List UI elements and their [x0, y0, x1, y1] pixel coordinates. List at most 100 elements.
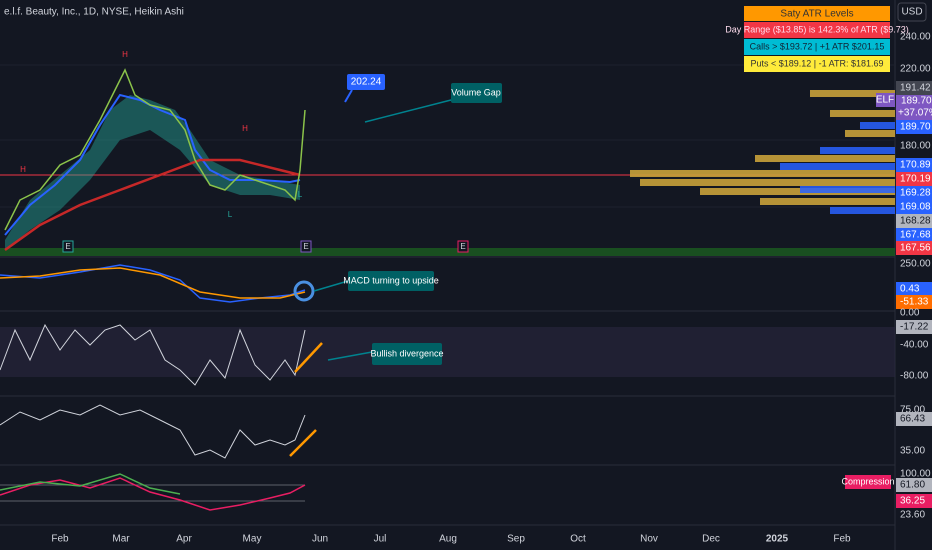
- currency-button[interactable]: [897, 2, 927, 22]
- earnings-marker: E: [303, 242, 308, 251]
- axis-label: 36.25: [900, 496, 925, 507]
- moving-average: [4, 93, 301, 236]
- axis-label: -17.22: [900, 322, 929, 333]
- divergence-line: [294, 342, 323, 373]
- axis-label: 170.89: [900, 160, 931, 171]
- time-label: Jul: [374, 534, 387, 545]
- pivot-label: H: [242, 124, 248, 133]
- axis-label: 35.00: [900, 446, 925, 457]
- axis-label-bg: [896, 478, 932, 492]
- slow-average: [4, 158, 301, 252]
- axis-label: -80.00: [900, 371, 929, 382]
- axis-label: 66.43: [900, 414, 925, 425]
- axis-label-bg: [896, 282, 932, 296]
- time-label: Feb: [51, 534, 69, 545]
- earnings-marker: E: [460, 242, 465, 251]
- axis-label: 168.28: [900, 216, 931, 227]
- time-label: Mar: [112, 534, 130, 545]
- axis-label: 250.00: [900, 259, 931, 270]
- axis-label: 191.42: [900, 83, 931, 94]
- compression-bg: [845, 475, 891, 489]
- last-price: 189.70: [901, 96, 932, 107]
- highlight-circle: [293, 280, 315, 302]
- axis-label-bg: [896, 241, 932, 255]
- divergence-line: [289, 429, 317, 457]
- symbol-tag: ELF: [876, 95, 894, 106]
- axis-label: -40.00: [900, 340, 929, 351]
- time-label: Dec: [702, 534, 720, 545]
- note-bg: [348, 271, 434, 291]
- earnings-marker-bg: [300, 240, 312, 253]
- axis-label-bg: [896, 295, 932, 309]
- axis-label: 0.00: [900, 308, 920, 319]
- axis-label: 169.08: [900, 202, 931, 213]
- axis-label: 180.00: [900, 141, 931, 152]
- earnings-marker-bg: [457, 240, 469, 253]
- pivot-label: H: [122, 50, 128, 59]
- axis-label: 167.56: [900, 243, 931, 254]
- time-label: Nov: [640, 534, 658, 545]
- note-bg: [372, 343, 442, 365]
- signal-line: [0, 267, 306, 299]
- axis-label: 220.00: [900, 64, 931, 75]
- time-label: Apr: [176, 534, 192, 545]
- axis-label-bg: [896, 412, 932, 426]
- currency[interactable]: USD: [901, 7, 922, 18]
- osc-line-green: [0, 473, 181, 495]
- volume-gap-note: Volume Gap: [451, 87, 501, 97]
- volume-profile: [630, 90, 895, 205]
- axis-label-bg: [896, 120, 932, 134]
- compression-label: Compression: [841, 476, 894, 486]
- time-label: Jun: [312, 534, 328, 545]
- osc-line: [0, 477, 306, 511]
- macd-line: [0, 264, 306, 303]
- atr-range-bg: [744, 22, 890, 38]
- cloud: [5, 95, 300, 250]
- axis-label-bg: [896, 186, 932, 200]
- time-label: May: [243, 534, 262, 545]
- price-callout: 202.24: [351, 77, 382, 88]
- atr-range: Day Range ($13.85) is 142.3% of ATR ($9.…: [725, 24, 908, 34]
- axis-label: 0.43: [900, 284, 920, 295]
- pivot-label: L: [298, 190, 303, 199]
- time-label: Feb: [833, 534, 851, 545]
- time-label: 2025: [766, 534, 789, 545]
- macd-note: MACD turning to upside: [343, 275, 439, 285]
- volume-profile-blue: [780, 122, 895, 214]
- earnings-marker: E: [65, 242, 70, 251]
- axis-label-bg: [896, 200, 932, 214]
- atr-calls: Calls > $193.72 | +1 ATR $201.15: [750, 41, 885, 51]
- axis-label: -51.33: [900, 297, 929, 308]
- time-label: Oct: [570, 534, 586, 545]
- volume-band: [0, 248, 895, 256]
- rsi-line: [0, 323, 306, 386]
- axis-label: 170.19: [900, 174, 931, 185]
- axis-label: 167.68: [900, 230, 931, 241]
- axis-label-bg: [896, 228, 932, 242]
- pivot-label: H: [20, 165, 26, 174]
- axis-label: 75.00: [900, 405, 925, 416]
- earnings-marker-bg: [62, 240, 74, 253]
- pivot-label: L: [228, 210, 233, 219]
- axis-label: 189.70: [900, 122, 931, 133]
- atr-calls-bg: [744, 39, 890, 55]
- axis-label-bg: [896, 494, 932, 508]
- axis-label: 23.60: [900, 510, 925, 521]
- note-bg: [451, 83, 502, 103]
- atr-puts: Puts < $189.12 | -1 ATR: $181.69: [750, 58, 883, 68]
- symbol-title: e.l.f. Beauty, Inc., 1D, NYSE, Heikin As…: [4, 7, 184, 18]
- change-pct: +37.07%: [898, 108, 932, 119]
- time-label: Sep: [507, 534, 525, 545]
- atr-puts-bg: [744, 56, 890, 72]
- axis-label: 169.28: [900, 188, 931, 199]
- axis-label-bg: [896, 214, 932, 228]
- callout-bg: [347, 74, 385, 90]
- axis-label-bg: [896, 172, 932, 186]
- divergence-note: Bullish divergence: [370, 348, 443, 358]
- axis-label-bg: [896, 320, 932, 334]
- rsi-band: [0, 327, 895, 377]
- time-label: Aug: [439, 534, 457, 545]
- atr-title: Saty ATR Levels: [780, 9, 853, 20]
